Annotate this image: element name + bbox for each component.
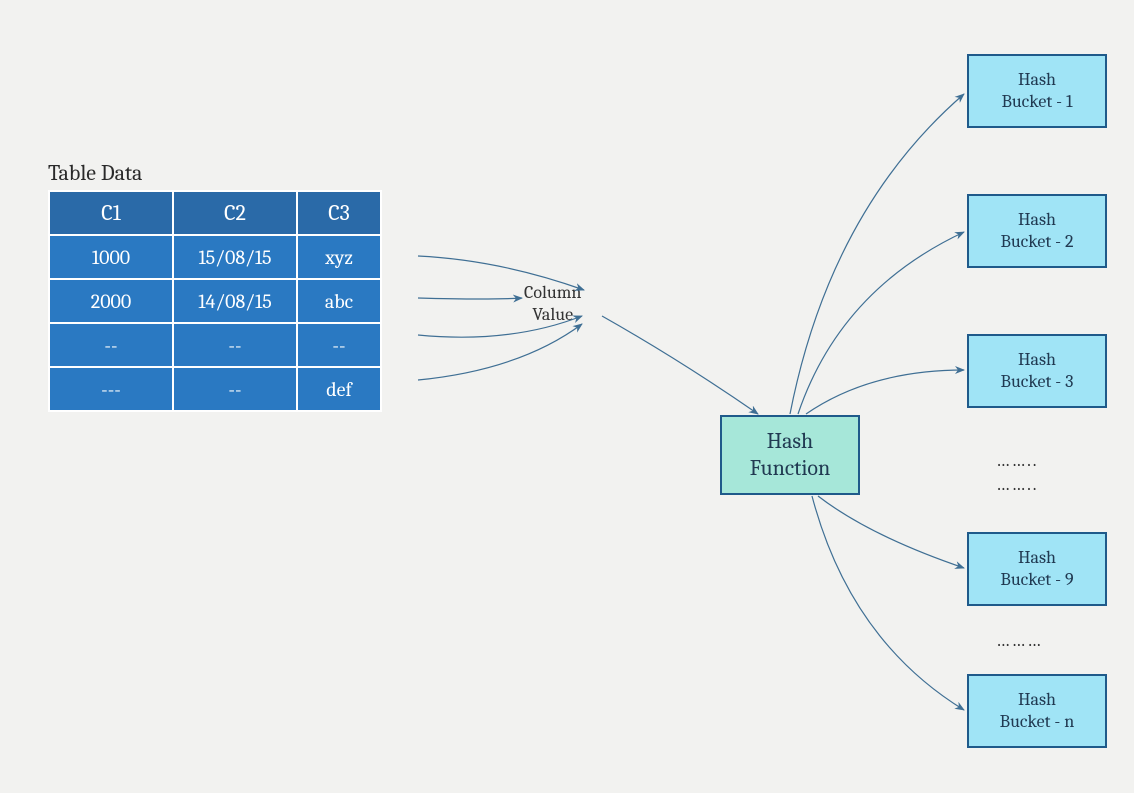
table-row: 2000 14/08/15 abc xyxy=(50,280,380,322)
hash-function-label-2: Function xyxy=(750,455,831,481)
ellipsis-2: …….. xyxy=(996,474,1039,495)
table-title-text: Table Data xyxy=(48,160,142,186)
data-table: C1 C2 C3 1000 15/08/15 xyz 2000 14/08/15… xyxy=(48,190,382,412)
hash-bucket-3: Hash Bucket - 3 xyxy=(967,334,1107,408)
hash-function-box: Hash Function xyxy=(720,415,860,495)
table-col-c2: C2 xyxy=(174,192,296,234)
hash-bucket-2: Hash Bucket - 2 xyxy=(967,194,1107,268)
table-row: -- -- -- xyxy=(50,324,380,366)
table-row: 1000 15/08/15 xyz xyxy=(50,236,380,278)
hash-bucket-n: Hash Bucket - n xyxy=(967,674,1107,748)
column-value-label: Column Value xyxy=(524,282,581,325)
hash-bucket-9: Hash Bucket - 9 xyxy=(967,532,1107,606)
table-header-row: C1 C2 C3 xyxy=(50,192,380,234)
ellipsis-3: ……… xyxy=(996,630,1043,651)
table-col-c3: C3 xyxy=(298,192,380,234)
ellipsis-1: …….. xyxy=(996,450,1039,471)
table-title: Table Data xyxy=(48,160,142,186)
hash-bucket-1: Hash Bucket - 1 xyxy=(967,54,1107,128)
table-row: --- -- def xyxy=(50,368,380,410)
hash-function-label-1: Hash xyxy=(767,428,813,454)
diagram-stage: Table Data C1 C2 C3 1000 15/08/15 xyz 20… xyxy=(0,0,1134,793)
table-col-c1: C1 xyxy=(50,192,172,234)
